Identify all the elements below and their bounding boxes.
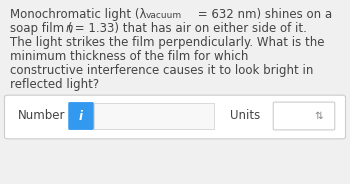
Text: minimum thickness of the film for which: minimum thickness of the film for which	[10, 50, 248, 63]
Text: The light strikes the film perpendicularly. What is the: The light strikes the film perpendicular…	[10, 36, 324, 49]
Text: = 632 nm) shines on a: = 632 nm) shines on a	[194, 8, 332, 21]
Text: n: n	[65, 22, 73, 35]
Text: constructive interference causes it to look bright in: constructive interference causes it to l…	[10, 64, 313, 77]
Text: Units: Units	[230, 109, 260, 122]
Text: ⇅: ⇅	[314, 111, 323, 121]
Bar	[94, 103, 214, 129]
Text: i: i	[79, 109, 83, 123]
FancyBboxPatch shape	[5, 95, 345, 139]
Text: = 1.33) that has air on either side of it.: = 1.33) that has air on either side of i…	[71, 22, 307, 35]
Text: Number: Number	[18, 109, 65, 122]
Text: soap film (: soap film (	[10, 22, 72, 35]
FancyBboxPatch shape	[68, 102, 94, 130]
Text: reflected light?: reflected light?	[10, 78, 99, 91]
Text: Monochromatic light (λ: Monochromatic light (λ	[10, 8, 147, 21]
FancyBboxPatch shape	[273, 102, 335, 130]
Text: vacuum: vacuum	[145, 11, 181, 20]
